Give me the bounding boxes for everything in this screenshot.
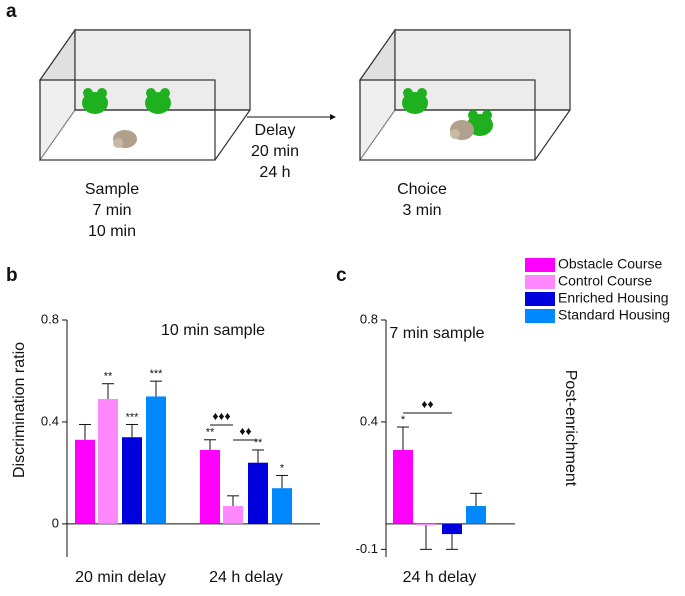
legend-label: Obstacle Course: [558, 256, 662, 272]
panel-label: a: [6, 1, 17, 22]
bar: [248, 462, 268, 524]
bar: [272, 488, 292, 524]
bar: [75, 439, 95, 524]
y-axis-label: Discrimination ratio: [11, 342, 28, 478]
diagram-text: Choice: [397, 181, 447, 198]
legend-swatch: [525, 309, 555, 323]
diagram-text: Delay: [255, 122, 296, 139]
side-label: Post-enrichment: [562, 370, 579, 487]
bar: [393, 449, 413, 524]
diagram-text: 7 min: [92, 202, 131, 219]
significance: **: [206, 427, 215, 439]
chart-title: 7 min sample: [389, 325, 484, 342]
diagram-text: Sample: [85, 181, 139, 198]
y-tick-label: 0.8: [360, 311, 378, 326]
bar: [416, 523, 436, 526]
diagram-text: 24 h: [259, 164, 290, 181]
objects: [82, 88, 493, 148]
bracket-label: ♦♦♦: [212, 409, 230, 423]
y-tick-label: 0.4: [41, 413, 59, 428]
significance: **: [254, 437, 263, 449]
significance: ***: [150, 368, 164, 380]
diagram-text: 3 min: [402, 202, 441, 219]
arrow-head: [330, 114, 336, 120]
y-tick-label: -0.1: [356, 541, 378, 556]
bar: [200, 449, 220, 524]
bar: [146, 396, 166, 524]
legend-swatch: [525, 292, 555, 306]
bar: [223, 506, 243, 524]
y-tick-label: 0.8: [41, 311, 59, 326]
bar: [442, 523, 462, 535]
diagram-text: 10 min: [88, 223, 136, 240]
significance: **: [104, 371, 113, 383]
y-tick-label: 0: [52, 515, 59, 530]
chart-title: 10 min sample: [161, 322, 265, 339]
bar: [466, 506, 486, 524]
bracket-label: ♦♦: [239, 424, 251, 438]
x-tick-label: 24 h delay: [209, 569, 283, 586]
legend-label: Control Course: [558, 273, 652, 289]
arena-choice: [358, 28, 572, 162]
legend-swatch: [525, 275, 555, 289]
legend-swatch: [525, 258, 555, 272]
significance: *: [401, 414, 406, 426]
significance: ***: [126, 411, 140, 423]
legend-label: Enriched Housing: [558, 290, 669, 306]
panel-label: b: [6, 265, 18, 286]
bracket-label: ♦♦: [421, 397, 433, 411]
arena-sample: [38, 28, 252, 162]
x-tick-label: 20 min delay: [75, 569, 166, 586]
x-tick-label: 24 h delay: [403, 569, 477, 586]
significance: *: [280, 462, 285, 474]
panel-label: c: [336, 265, 347, 286]
y-tick-label: 0.4: [360, 413, 378, 428]
bar: [98, 399, 118, 524]
bar: [122, 437, 142, 524]
legend-label: Standard Housing: [558, 307, 670, 323]
diagram-text: 20 min: [251, 143, 299, 160]
